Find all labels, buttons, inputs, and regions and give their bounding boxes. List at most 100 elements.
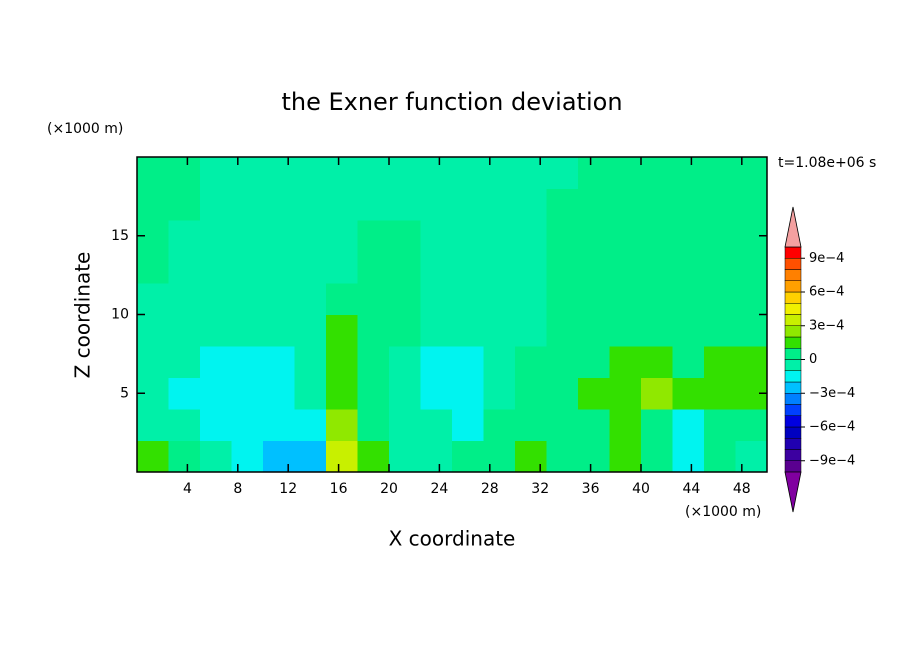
cell [168, 314, 201, 347]
cell [609, 440, 642, 473]
cell [357, 346, 390, 379]
cell [452, 283, 485, 316]
cell [263, 314, 296, 347]
cell [420, 346, 453, 379]
cell [483, 409, 516, 442]
cell [200, 220, 233, 253]
cell [515, 377, 548, 410]
cell [704, 220, 737, 253]
cell [420, 440, 453, 473]
cell [704, 251, 737, 284]
y-axis-label: Z coordinate [71, 252, 95, 379]
cell [483, 251, 516, 284]
cell [263, 251, 296, 284]
colorbar-box [784, 348, 802, 360]
colorbar-under [784, 471, 802, 513]
cell [200, 377, 233, 410]
cell [672, 346, 705, 379]
cell [168, 440, 201, 473]
cell [609, 157, 642, 190]
cell [420, 314, 453, 347]
cell [641, 409, 674, 442]
cell [735, 314, 768, 347]
cell [515, 314, 548, 347]
colorbar-tick-label: 9e−4 [809, 251, 844, 266]
cell [578, 220, 611, 253]
cell [389, 283, 422, 316]
cell [231, 314, 264, 347]
chart-title: the Exner function deviation [281, 88, 622, 116]
cell [137, 157, 170, 190]
cell [578, 377, 611, 410]
cell [231, 409, 264, 442]
cell [735, 283, 768, 316]
cell [546, 220, 579, 253]
cell [231, 377, 264, 410]
cell [609, 409, 642, 442]
cell [609, 377, 642, 410]
colorbar-box [784, 314, 802, 326]
cell [735, 346, 768, 379]
cell [294, 220, 327, 253]
cell [137, 283, 170, 316]
cell [546, 440, 579, 473]
cell [263, 440, 296, 473]
colorbar-box [784, 426, 802, 439]
colorbar-box [784, 325, 802, 338]
cell [168, 346, 201, 379]
x-tick-label: 8 [233, 481, 242, 497]
cell [420, 157, 453, 190]
annotation: t=1.08e+06 s [778, 155, 876, 171]
cell [420, 377, 453, 410]
cell [546, 157, 579, 190]
cell [483, 188, 516, 221]
cell [452, 188, 485, 221]
cell [672, 251, 705, 284]
cell [704, 346, 737, 379]
cell [452, 409, 485, 442]
cell [735, 440, 768, 473]
cell [231, 220, 264, 253]
cell [578, 409, 611, 442]
cell [389, 346, 422, 379]
cell [263, 283, 296, 316]
overlay: 4 8 12 16 20 24 28 32 36 40 44 4851015−9e−4−6e−4−3e… [111, 156, 855, 513]
cell [578, 188, 611, 221]
colorbar-tick-label: 3e−4 [809, 318, 844, 333]
cell [452, 220, 485, 253]
cell [735, 188, 768, 221]
cell [735, 251, 768, 284]
cell [389, 377, 422, 410]
cell [389, 314, 422, 347]
cell [357, 251, 390, 284]
cell [294, 440, 327, 473]
x-tick-label: 16 [330, 481, 348, 497]
cell [357, 314, 390, 347]
cell [452, 314, 485, 347]
cell [641, 377, 674, 410]
cell [452, 157, 485, 190]
cell [200, 283, 233, 316]
cell [200, 251, 233, 284]
cell [326, 283, 359, 316]
cell [578, 346, 611, 379]
cell [231, 188, 264, 221]
cell [200, 314, 233, 347]
cell [137, 346, 170, 379]
cell [578, 283, 611, 316]
cell [294, 251, 327, 284]
cell [609, 283, 642, 316]
cell [263, 377, 296, 410]
colorbar-box [784, 291, 802, 304]
cell [704, 283, 737, 316]
cell [357, 157, 390, 190]
cell [231, 346, 264, 379]
cell [483, 346, 516, 379]
colorbar-box [784, 393, 802, 405]
x-tick-label: 20 [380, 481, 398, 497]
colorbar-box [784, 336, 802, 349]
cell [326, 440, 359, 473]
cell [546, 314, 579, 347]
cell [200, 346, 233, 379]
cell [515, 440, 548, 473]
